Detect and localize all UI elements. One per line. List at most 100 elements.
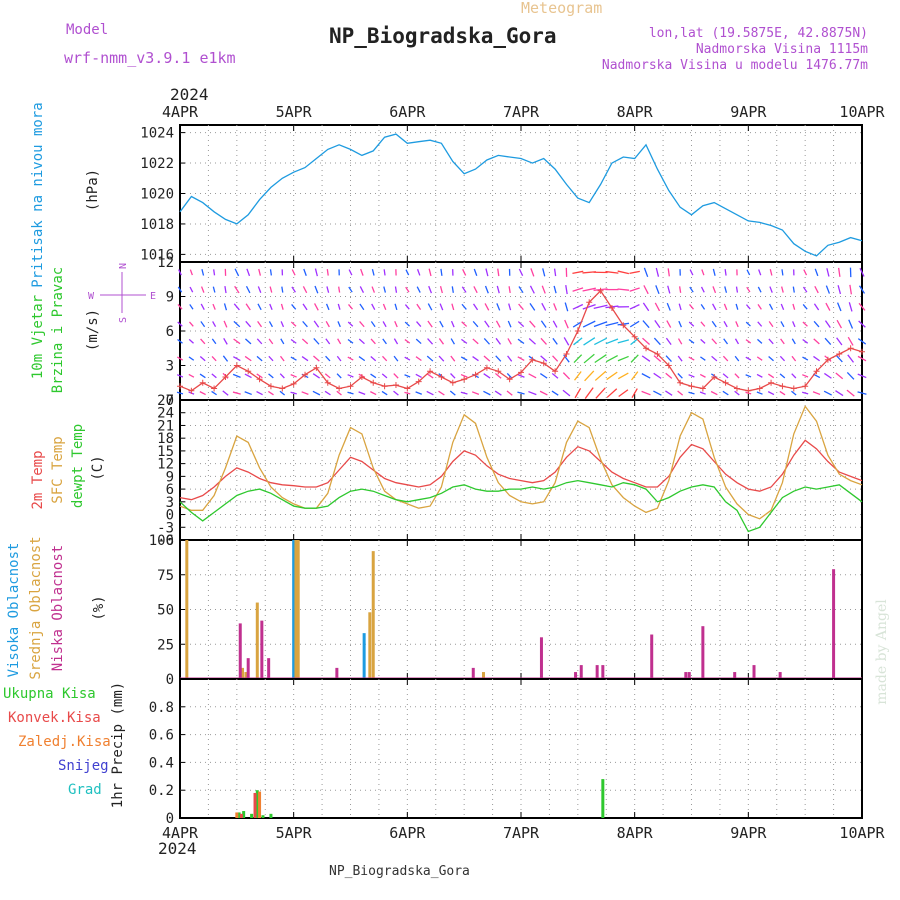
temperature-ytick-label: 15 [157,444,174,460]
wind-arrow [416,321,422,328]
wind-arrow [745,304,751,310]
pressure-ytick-label: 1024 [140,126,174,142]
wind-arrow [689,304,694,310]
precip-ytick-label: 0.8 [149,700,174,716]
top-x-tick-label: 10APR [839,103,885,121]
wind-arrow [212,286,216,293]
wind-arrow [348,269,353,276]
wind-arrow [257,286,262,294]
wind-arrow [438,338,445,345]
wind-arrow [824,320,831,328]
wind-arrow [653,390,662,396]
wind-arrow [541,302,547,311]
wind-arrow [371,269,375,276]
wind-arrow [405,286,410,293]
wind-arrow [381,373,388,379]
wind-arrow [564,319,569,329]
wind-arrow [279,390,286,396]
wind-speed-point [495,368,502,375]
precip-legend-label: Snijeg [58,758,109,774]
wind-speed-point [438,374,445,380]
wind-speed-point [267,383,274,390]
sfc-temp-ylabel: SFC Temp [50,436,66,503]
wind-arrow [617,288,630,291]
wind-speed-point [643,345,650,352]
wind-arrow [629,287,640,292]
wind-arrow [792,303,796,310]
wind-arrow [347,356,354,361]
wind-arrow [678,303,682,311]
wind-arrow [574,371,582,381]
wind-speed-point [279,385,286,392]
wind-speed-point [461,376,468,383]
wind-arrow [653,337,661,346]
direction-w: W [88,291,95,302]
precip-ytick-label: 0.6 [149,728,174,744]
wind-arrow [688,339,695,344]
wind-arrow [700,286,705,293]
clouds-bar [335,667,339,679]
wind-arrow [768,338,774,345]
wind-speed-point [836,351,843,357]
temperature-ytick-label: -6 [157,533,174,549]
wind-arrow [756,373,763,378]
wind-arrow [551,390,559,396]
top-x-tick-label: 4APR [162,103,199,121]
wind-arrow [426,355,434,362]
meteogram-subtitle: Meteogram [521,0,602,17]
wind-ytick-label: 6 [166,324,174,340]
wind-arrow [291,286,296,293]
wind-arrow [381,390,388,396]
wind-speed-point [552,368,559,375]
wind-arrow [301,338,309,345]
wind-arrow [325,320,330,328]
temperature-ytick-label: 24 [157,406,174,422]
wind-arrow [290,356,297,361]
clouds-bar [701,626,705,679]
wind-arrow [735,321,739,328]
wind-arrow [813,338,820,345]
wind-arrow [257,320,263,328]
wind-arrow [582,320,596,328]
wind-arrow [337,338,342,345]
wind-arrow [823,390,832,396]
wind-arrow [802,321,808,327]
wind-arrow [791,338,796,345]
wind-arrow [451,286,454,293]
wind-arrow [359,321,365,328]
wind-arrow [428,268,432,277]
wind-arrow [859,267,865,277]
wind-arrow [528,390,537,396]
wind-arrow [617,339,630,344]
mid-cloud-ylabel: Srednja Oblacnost [28,536,44,679]
wind-arrow [846,371,855,380]
wind-arrow [211,373,217,379]
wind-arrow [594,370,607,381]
wind-arrow [688,356,695,361]
clouds-bar [471,667,475,679]
wind-arrow [451,303,455,311]
wind-arrow [791,390,797,396]
wind-arrow [617,355,629,362]
bottom-x-tick-label: 4APR [162,824,199,842]
wind-arrow [223,303,228,311]
wind-arrow [539,373,548,379]
wind-arrow [791,373,797,379]
wind-panel: 0 3 6 9 12 [157,255,867,409]
wind-arrow [780,338,785,345]
wind-arrow [584,387,594,399]
wind-arrow [370,321,376,328]
bottom-x-tick-labels: 4APR 5APR 6APR 7APR 8APR 9APR 10APR [162,824,886,842]
wind-arrow [573,337,583,346]
wind-arrow [756,391,763,395]
wind-speed-point [631,333,638,340]
wind-arrow [281,286,284,293]
precip-ytick-label: 0.2 [149,783,174,799]
wind-arrow [825,302,831,311]
wind-arrow [222,390,229,396]
wind-arrow [553,303,558,311]
wind-arrow [506,372,513,379]
wind-arrow [617,270,630,275]
wind-arrow [528,338,536,345]
precip-panel: 0 0.2 0.4 0.6 0.8 [149,678,863,827]
